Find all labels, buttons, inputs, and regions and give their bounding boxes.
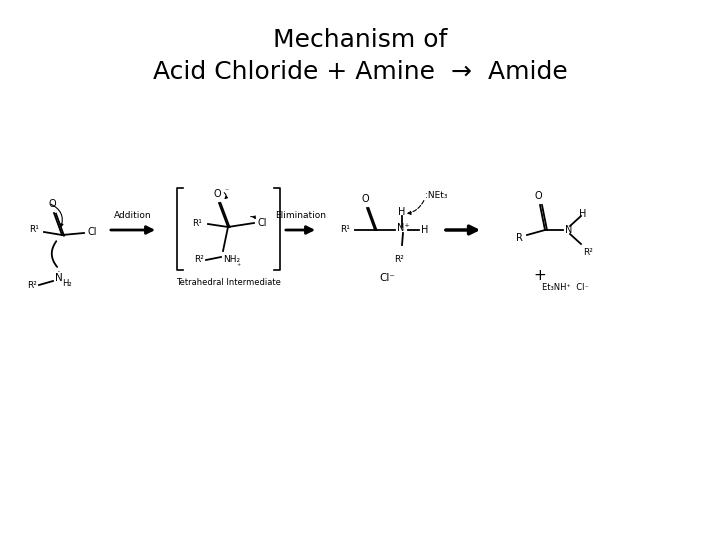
Text: Et₃NH⁺  Cl⁻: Et₃NH⁺ Cl⁻	[541, 284, 588, 293]
Text: Acid Chloride + Amine  →  Amide: Acid Chloride + Amine → Amide	[153, 60, 567, 84]
Text: R²: R²	[27, 280, 37, 289]
Text: NH₂: NH₂	[223, 254, 240, 264]
Text: N: N	[565, 225, 572, 235]
Text: O: O	[213, 189, 221, 199]
Text: O: O	[534, 191, 542, 201]
Text: ⁺: ⁺	[236, 262, 240, 272]
Text: Mechanism of: Mechanism of	[273, 28, 447, 52]
Text: ⁻: ⁻	[224, 186, 228, 195]
Text: +: +	[534, 267, 546, 282]
Text: H: H	[398, 207, 405, 217]
Text: O: O	[48, 199, 56, 209]
Text: Ṅ: Ṅ	[55, 273, 63, 283]
Text: R¹: R¹	[29, 226, 39, 234]
Text: Cl⁻: Cl⁻	[379, 273, 395, 283]
Text: Cl: Cl	[88, 227, 97, 237]
Text: R²: R²	[194, 254, 204, 264]
Text: R¹: R¹	[192, 219, 202, 227]
Text: R¹: R¹	[340, 226, 350, 234]
Text: Addition: Addition	[114, 211, 152, 220]
Text: Cl: Cl	[258, 218, 268, 228]
Text: H: H	[580, 209, 587, 219]
Text: H: H	[421, 225, 428, 235]
Text: :NEt₃: :NEt₃	[425, 191, 448, 199]
Text: O: O	[361, 194, 369, 204]
Text: Elimination: Elimination	[275, 211, 326, 220]
Text: N⁺: N⁺	[397, 223, 410, 233]
Text: R²: R²	[583, 248, 593, 257]
Text: Tetrahedral Intermediate: Tetrahedral Intermediate	[176, 278, 281, 287]
Text: R²: R²	[394, 255, 404, 264]
Text: R: R	[516, 233, 523, 243]
Text: H₂: H₂	[62, 280, 71, 288]
